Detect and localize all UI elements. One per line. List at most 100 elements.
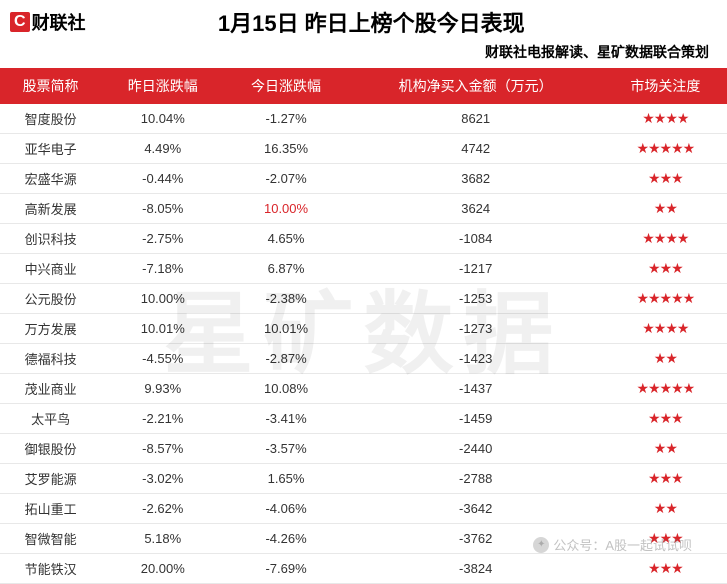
cell-amount: -3824	[348, 554, 604, 584]
cell-yesterday: -4.55%	[101, 344, 224, 374]
cell-amount: -3642	[348, 494, 604, 524]
table-row: 万方发展10.01%10.01%-1273★★★★	[0, 314, 727, 344]
cell-yesterday: -2.21%	[101, 404, 224, 434]
page-subtitle: 财联社电报解读、星矿数据联合策划	[0, 38, 727, 68]
cell-yesterday: -3.02%	[101, 464, 224, 494]
logo-prefix: C	[10, 12, 30, 32]
cell-amount: -2440	[348, 434, 604, 464]
cell-name: 中兴商业	[0, 254, 101, 284]
cell-yesterday: 4.49%	[101, 134, 224, 164]
cell-amount: -1217	[348, 254, 604, 284]
col-market: 市场关注度	[604, 68, 727, 104]
cell-today: 1.65%	[224, 464, 347, 494]
cell-yesterday: 10.01%	[101, 314, 224, 344]
cell-today: -2.38%	[224, 284, 347, 314]
cell-name: 高新发展	[0, 194, 101, 224]
table-row: 亚华电子4.49%16.35%4742★★★★★	[0, 134, 727, 164]
brand-logo: C 财联社	[10, 9, 86, 35]
wechat-overlay: ✦ 公众号：A股一起试试呗	[533, 535, 692, 554]
cell-stars: ★★★	[604, 404, 727, 434]
cell-stars: ★★★★	[604, 224, 727, 254]
cell-stars: ★★★★	[604, 314, 727, 344]
table-row: 拓山重工-2.62%-4.06%-3642★★	[0, 494, 727, 524]
table-row: 德福科技-4.55%-2.87%-1423★★	[0, 344, 727, 374]
cell-stars: ★★	[604, 194, 727, 224]
cell-name: 德福科技	[0, 344, 101, 374]
cell-amount: 3624	[348, 194, 604, 224]
cell-stars: ★★★	[604, 464, 727, 494]
cell-yesterday: -8.57%	[101, 434, 224, 464]
cell-name: 艾罗能源	[0, 464, 101, 494]
cell-today: 6.87%	[224, 254, 347, 284]
table-header-row: 股票简称 昨日涨跌幅 今日涨跌幅 机构净买入金额（万元） 市场关注度	[0, 68, 727, 104]
cell-today: 10.00%	[224, 194, 347, 224]
col-amount: 机构净买入金额（万元）	[348, 68, 604, 104]
cell-yesterday: 10.04%	[101, 104, 224, 134]
table-row: 节能铁汉20.00%-7.69%-3824★★★	[0, 554, 727, 584]
table-row: 茂业商业9.93%10.08%-1437★★★★★	[0, 374, 727, 404]
cell-name: 节能铁汉	[0, 554, 101, 584]
cell-amount: -1084	[348, 224, 604, 254]
logo-text: 财联社	[32, 9, 86, 35]
cell-amount: -1253	[348, 284, 604, 314]
cell-stars: ★★	[604, 434, 727, 464]
table-row: 艾罗能源-3.02%1.65%-2788★★★	[0, 464, 727, 494]
table-row: 公元股份10.00%-2.38%-1253★★★★★	[0, 284, 727, 314]
cell-today: -2.07%	[224, 164, 347, 194]
cell-today: -1.27%	[224, 104, 347, 134]
cell-yesterday: 10.00%	[101, 284, 224, 314]
cell-name: 宏盛华源	[0, 164, 101, 194]
cell-amount: 4742	[348, 134, 604, 164]
cell-stars: ★★	[604, 494, 727, 524]
table-row: 太平鸟-2.21%-3.41%-1459★★★	[0, 404, 727, 434]
cell-name: 智微智能	[0, 524, 101, 554]
cell-stars: ★★	[604, 344, 727, 374]
cell-name: 公元股份	[0, 284, 101, 314]
cell-name: 太平鸟	[0, 404, 101, 434]
cell-stars: ★★★★★	[604, 374, 727, 404]
table-row: 高新发展-8.05%10.00%3624★★	[0, 194, 727, 224]
cell-yesterday: -8.05%	[101, 194, 224, 224]
cell-name: 亚华电子	[0, 134, 101, 164]
cell-today: -7.69%	[224, 554, 347, 584]
cell-amount: -1423	[348, 344, 604, 374]
cell-yesterday: -2.75%	[101, 224, 224, 254]
cell-stars: ★★★	[604, 164, 727, 194]
cell-today: -2.87%	[224, 344, 347, 374]
cell-yesterday: -0.44%	[101, 164, 224, 194]
wechat-icon: ✦	[533, 537, 549, 553]
cell-yesterday: 5.18%	[101, 524, 224, 554]
cell-stars: ★★★★★	[604, 134, 727, 164]
cell-today: 10.08%	[224, 374, 347, 404]
cell-amount: 8621	[348, 104, 604, 134]
table-row: 创识科技-2.75%4.65%-1084★★★★	[0, 224, 727, 254]
col-today: 今日涨跌幅	[224, 68, 347, 104]
cell-yesterday: 20.00%	[101, 554, 224, 584]
cell-stars: ★★★★★	[604, 284, 727, 314]
cell-yesterday: 9.93%	[101, 374, 224, 404]
cell-stars: ★★★★	[604, 104, 727, 134]
cell-today: -3.57%	[224, 434, 347, 464]
page-title: 1月15日 昨日上榜个股今日表现	[86, 6, 717, 38]
col-name: 股票简称	[0, 68, 101, 104]
table-row: 智度股份10.04%-1.27%8621★★★★	[0, 104, 727, 134]
cell-today: -4.06%	[224, 494, 347, 524]
cell-amount: 3682	[348, 164, 604, 194]
cell-name: 创识科技	[0, 224, 101, 254]
cell-yesterday: -7.18%	[101, 254, 224, 284]
cell-yesterday: -2.62%	[101, 494, 224, 524]
cell-name: 拓山重工	[0, 494, 101, 524]
wechat-text: 公众号：A股一起试试呗	[553, 535, 692, 554]
cell-amount: -1273	[348, 314, 604, 344]
table-row: 中兴商业-7.18%6.87%-1217★★★	[0, 254, 727, 284]
cell-amount: -2788	[348, 464, 604, 494]
cell-today: 16.35%	[224, 134, 347, 164]
cell-today: 10.01%	[224, 314, 347, 344]
cell-name: 万方发展	[0, 314, 101, 344]
table-row: 御银股份-8.57%-3.57%-2440★★	[0, 434, 727, 464]
cell-amount: -1459	[348, 404, 604, 434]
cell-amount: -1437	[348, 374, 604, 404]
cell-today: -4.26%	[224, 524, 347, 554]
cell-today: 4.65%	[224, 224, 347, 254]
cell-name: 智度股份	[0, 104, 101, 134]
